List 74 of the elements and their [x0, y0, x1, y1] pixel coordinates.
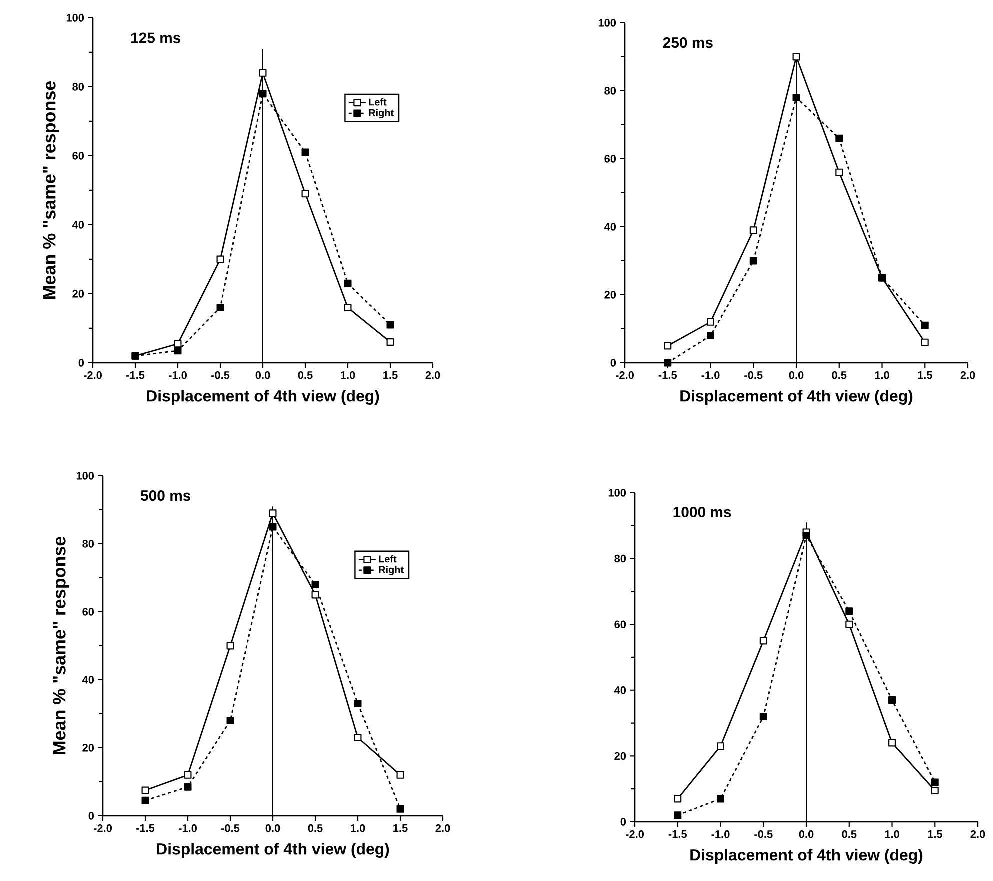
- y-tick-label: 100: [66, 14, 84, 22]
- y-tick-label: 60: [82, 608, 94, 616]
- x-tick-label: 1.5: [384, 372, 398, 380]
- x-tick-label: -2.0: [94, 824, 112, 832]
- x-tick-label: -1.5: [126, 372, 145, 380]
- y-tick-label: 40: [72, 221, 84, 229]
- x-tick-label: -0.5: [744, 372, 763, 380]
- x-tick-label: -1.0: [702, 372, 720, 380]
- y-tick-label: 100: [608, 489, 626, 497]
- y-tick-label: 40: [82, 676, 94, 684]
- y-tick-label: 0: [78, 359, 84, 367]
- x-tick-label: 0.5: [298, 372, 313, 380]
- x-tick-label: 0.0: [799, 830, 814, 838]
- y-tick-label: 80: [604, 87, 616, 95]
- x-tick-label: 1.0: [875, 372, 890, 380]
- y-tick-label: 0: [620, 818, 626, 826]
- x-tick-label: 0.5: [832, 372, 847, 380]
- y-tick-label: 100: [598, 19, 616, 27]
- x-tick-label: 2.0: [960, 372, 976, 380]
- y-tick-label: 0: [610, 359, 616, 367]
- x-tick-label: 0.5: [842, 830, 857, 838]
- x-tick-label: 1.5: [394, 824, 408, 832]
- x-tick-label: -0.5: [754, 830, 773, 838]
- legend-label: Left: [369, 98, 387, 106]
- x-tick-label: 2.0: [436, 824, 450, 832]
- text: 250 ms: [663, 38, 713, 48]
- x-tick-label: 2.0: [970, 830, 986, 838]
- y-tick-label: 40: [614, 686, 626, 694]
- x-tick-label: -1.5: [136, 824, 155, 832]
- y-tick-label: 60: [604, 155, 616, 163]
- x-tick-label: -2.0: [84, 372, 102, 380]
- x-tick-label: -0.5: [211, 372, 230, 380]
- legend-label: Right: [379, 566, 404, 576]
- y-tick-label: 80: [614, 554, 626, 563]
- x-tick-label: -0.5: [221, 824, 240, 832]
- y-tick-label: 40: [604, 223, 616, 231]
- y-tick-label: 80: [82, 540, 94, 548]
- y-tick-label: 60: [72, 152, 84, 160]
- x-tick-label: 1.5: [918, 372, 932, 380]
- y-axis-title: Mean % "same" response: [53, 536, 70, 754]
- x-tick-label: 0.5: [308, 824, 323, 832]
- x-axis-title: Displacement of 4th view (deg): [147, 390, 380, 406]
- x-tick-label: 1.5: [928, 830, 942, 838]
- text: 500 ms: [140, 490, 191, 502]
- x-tick-label: -1.5: [658, 372, 678, 380]
- x-axis-title: Displacement of 4th view (deg): [680, 390, 913, 406]
- x-tick-label: -1.0: [168, 372, 187, 380]
- x-tick-label: 2.0: [426, 372, 440, 380]
- y-tick-label: 80: [72, 83, 84, 91]
- x-axis-title: Displacement of 4th view (deg): [690, 849, 923, 864]
- y-tick-label: 60: [614, 620, 626, 628]
- x-tick-label: 1.0: [885, 830, 900, 838]
- y-tick-label: 20: [72, 290, 84, 298]
- x-tick-label: -1.0: [712, 830, 730, 838]
- y-tick-label: 20: [82, 744, 94, 752]
- x-tick-label: 0.0: [789, 372, 804, 380]
- text: 125 ms: [131, 32, 181, 44]
- x-tick-label: 0.0: [266, 824, 280, 832]
- legend-label: Right: [369, 109, 394, 118]
- x-tick-label: 0.0: [256, 372, 270, 380]
- x-axis-title: Displacement of 4th view (deg): [157, 843, 390, 858]
- y-tick-label: 20: [604, 291, 616, 299]
- x-tick-label: -2.0: [616, 372, 634, 380]
- y-tick-label: 0: [88, 812, 94, 820]
- x-tick-label: -2.0: [626, 830, 644, 838]
- y-axis-title: Mean % "same" response: [43, 81, 60, 299]
- x-tick-label: -1.5: [668, 830, 688, 838]
- y-tick-label: 20: [614, 752, 626, 760]
- x-tick-label: 1.0: [341, 372, 356, 380]
- x-tick-label: -1.0: [178, 824, 197, 832]
- legend-label: Left: [379, 555, 397, 563]
- y-tick-label: 100: [76, 472, 94, 480]
- text: 1000 ms: [674, 506, 732, 518]
- x-tick-label: 1.0: [351, 824, 366, 832]
